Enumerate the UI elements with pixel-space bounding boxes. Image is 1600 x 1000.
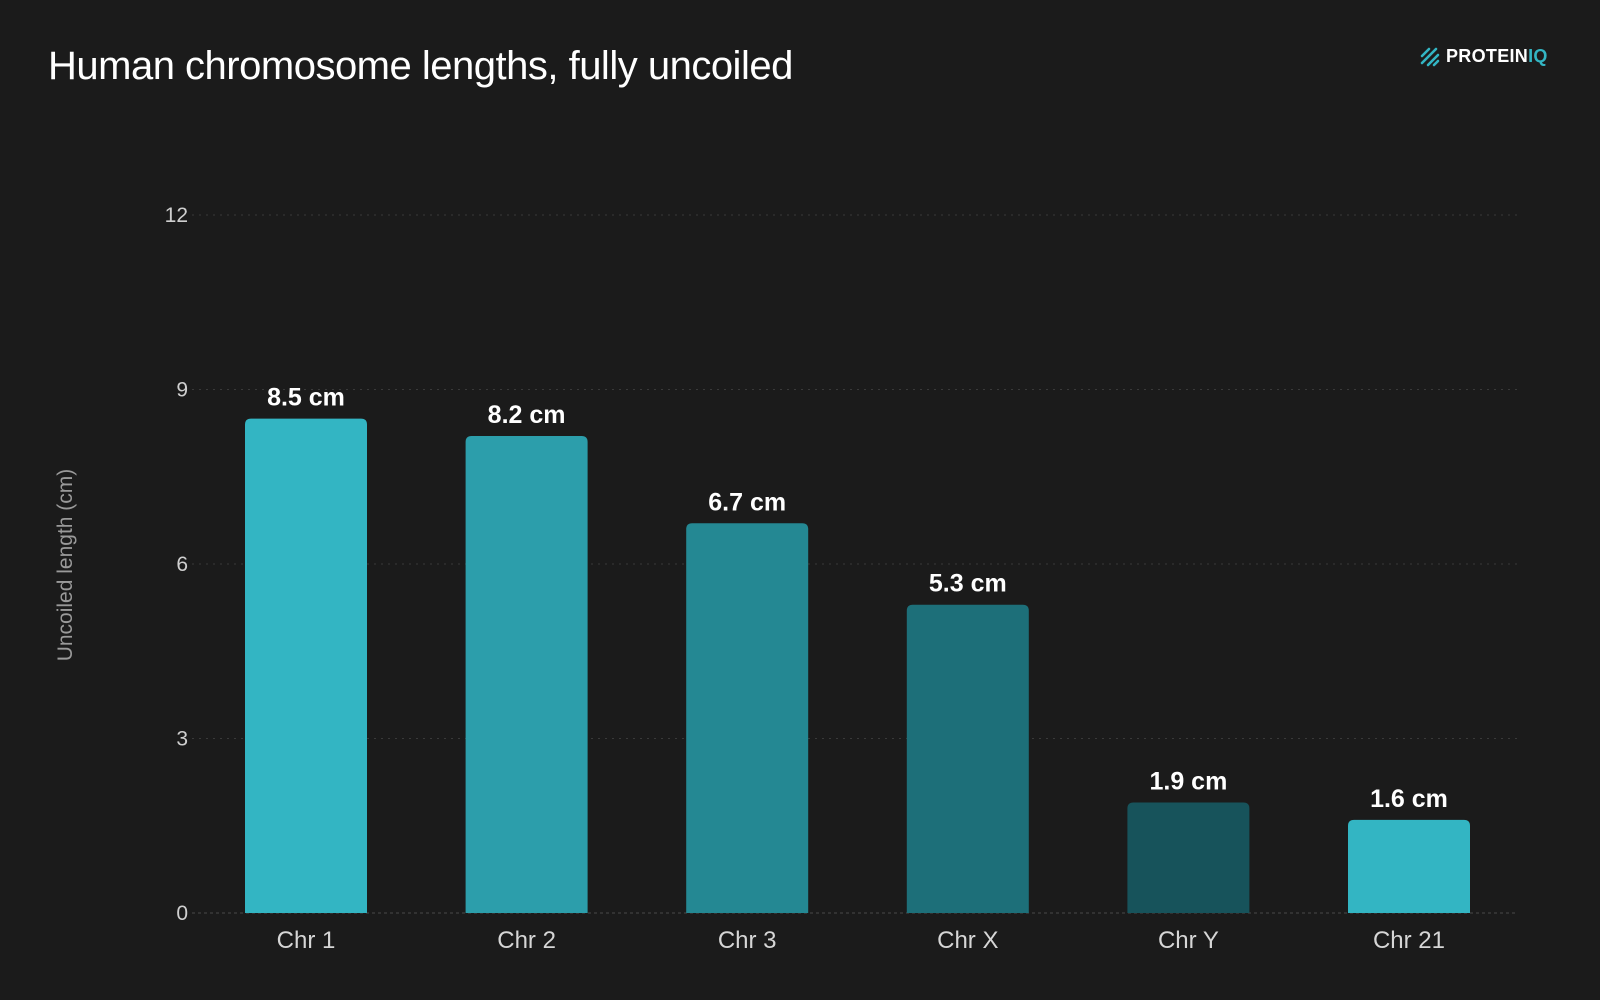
bar-chr-x [906, 604, 1029, 913]
x-tick-label: Chr X [937, 927, 998, 954]
bar-chr-21 [1348, 819, 1470, 913]
y-tick-label: 3 [176, 728, 188, 751]
y-tick-label: 6 [176, 553, 188, 576]
data-label: 6.7 cm [708, 488, 786, 516]
brand-name-prefix: PROTEIN [1446, 46, 1529, 66]
gridlines [192, 214, 1518, 914]
x-tick-label: Chr 21 [1373, 927, 1445, 954]
data-label: 1.9 cm [1149, 767, 1227, 795]
x-tick-label: Chr 3 [718, 927, 777, 954]
data-label: 1.6 cm [1370, 785, 1448, 813]
bars [245, 418, 1470, 913]
y-tick-label: 9 [176, 379, 188, 402]
bar-chr-2 [465, 436, 588, 913]
y-axis-title: Uncoiled length (cm) [54, 469, 77, 662]
y-tick-label: 12 [165, 204, 188, 227]
bar-chr-3 [686, 523, 809, 913]
proteiniq-logo-icon [1420, 47, 1440, 66]
data-label: 5.3 cm [929, 570, 1007, 598]
x-tick-label: Chr Y [1158, 927, 1219, 954]
brand-logo: PROTEINIQ [1420, 46, 1548, 67]
brand-name-suffix: IQ [1528, 46, 1548, 66]
y-tick-label: 0 [176, 902, 188, 925]
data-label: 8.2 cm [488, 401, 566, 429]
bar-chr-1 [245, 418, 367, 913]
labels: 0 3 6 9 12 8.5 cm Chr 1 8.2 cm Chr 2 6.7 cm Chr 3 5… [165, 204, 1448, 954]
x-tick-label: Chr 1 [277, 927, 336, 954]
bar-chr-y [1127, 802, 1250, 913]
brand-name: PROTEINIQ [1446, 46, 1548, 67]
data-label: 8.5 cm [267, 384, 345, 412]
x-tick-label: Chr 2 [497, 927, 556, 954]
page-title: Human chromosome lengths, fully uncoiled [48, 44, 793, 88]
